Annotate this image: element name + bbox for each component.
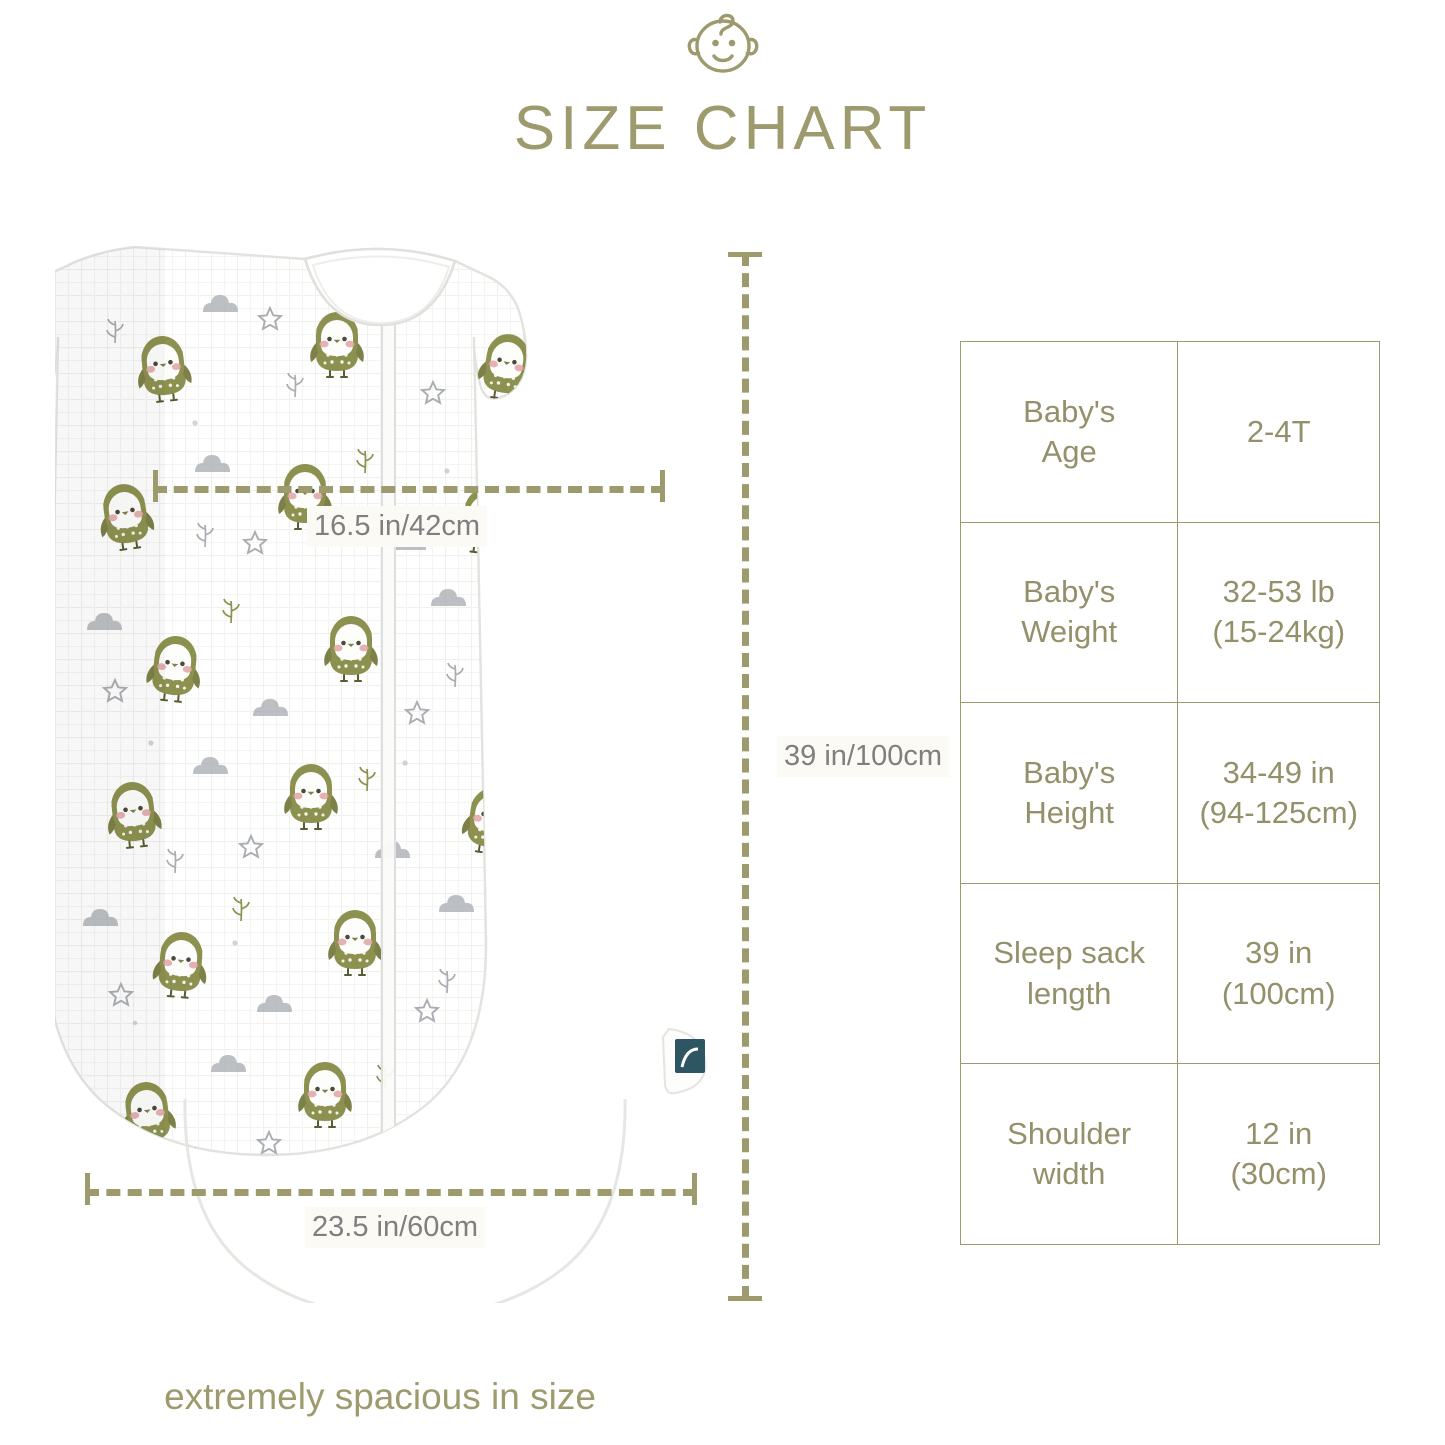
label-line-1: Baby's [1023,574,1116,610]
table-row: Sleep sack length 39 in (100cm) [959,882,1380,1065]
length-bottom-cap [728,1296,762,1301]
label-line-1: Baby's [1023,393,1116,429]
value-line-2: (30cm) [1230,1156,1327,1192]
brand-tag [661,1027,707,1095]
value-line-2: (94-125cm) [1199,794,1358,830]
bottom-width-label: 23.5 in/60cm [305,1207,486,1248]
label-line-2: width [1033,1156,1106,1192]
baby-face-icon [687,13,758,73]
value-line-1: 34-49 in [1222,754,1335,790]
label-line-1: Shoulder [1007,1115,1132,1151]
page-title: SIZE CHART [513,94,932,163]
label-line-1: Baby's [1023,754,1116,790]
chest-width-right-cap [660,470,665,502]
row-label-weight: Baby's Weight [959,521,1179,704]
chest-width-label: 16.5 in/42cm [307,506,488,547]
table-row: Shoulder width 12 in (30cm) [959,1063,1380,1245]
caption-text: extremely spacious in size [164,1376,596,1417]
value-line-2: (15-24kg) [1212,614,1346,650]
product-image [55,243,715,1303]
value-line-1: 2-4T [1246,413,1311,449]
value-line-1: 39 in [1245,935,1313,971]
row-value-height: 34-49 in (94-125cm) [1177,702,1380,884]
row-label-shoulder-width: Shoulder width [959,1063,1179,1245]
header: SIZE CHART [0,0,1445,160]
table-row: Baby's Age 2-4T [959,341,1380,523]
label-line-2: Weight [1021,614,1118,650]
value-line-2: (100cm) [1221,975,1336,1011]
label-line-2: length [1026,975,1112,1011]
label-line-1: Sleep sack [993,935,1146,971]
row-label-age: Baby's Age [959,341,1179,523]
chest-width-line [153,486,665,493]
label-line-2: Age [1041,433,1097,469]
sleep-sack-illustration [55,245,707,1303]
bottom-width-right-cap [692,1173,697,1205]
row-value-shoulder-width: 12 in (30cm) [1177,1063,1380,1245]
row-value-sack-length: 39 in (100cm) [1177,882,1380,1065]
label-line-2: Height [1024,794,1114,830]
table-row: Baby's Height 34-49 in (94-125cm) [959,702,1380,884]
row-value-weight: 32-53 lb (15-24kg) [1177,521,1380,704]
value-line-1: 32-53 lb [1222,574,1335,610]
row-label-height: Baby's Height [959,702,1179,884]
length-line [742,252,749,1300]
value-line-1: 12 in [1245,1115,1313,1151]
size-table: Baby's Age 2-4T Baby's Weight 32-53 lb (… [959,341,1380,1245]
row-value-age: 2-4T [1177,341,1380,523]
bottom-width-line [85,1189,697,1196]
row-label-sack-length: Sleep sack length [959,882,1179,1065]
table-row: Baby's Weight 32-53 lb (15-24kg) [959,521,1380,704]
length-label: 39 in/100cm [777,736,949,777]
